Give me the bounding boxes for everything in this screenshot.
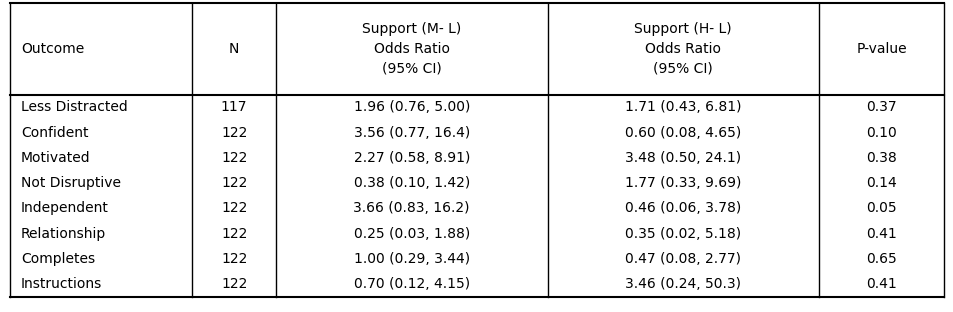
- Text: 1.77 (0.33, 9.69): 1.77 (0.33, 9.69): [624, 176, 740, 190]
- Text: 0.47 (0.08, 2.77): 0.47 (0.08, 2.77): [624, 252, 740, 266]
- Text: 0.70 (0.12, 4.15): 0.70 (0.12, 4.15): [354, 277, 469, 291]
- Text: 117: 117: [221, 100, 247, 115]
- Text: 1.71 (0.43, 6.81): 1.71 (0.43, 6.81): [624, 100, 740, 115]
- Text: 122: 122: [221, 151, 247, 165]
- Text: Support (H- L)
Odds Ratio
(95% CI): Support (H- L) Odds Ratio (95% CI): [634, 22, 731, 76]
- Text: 0.41: 0.41: [865, 277, 896, 291]
- Text: Not Disruptive: Not Disruptive: [21, 176, 121, 190]
- Text: 0.37: 0.37: [865, 100, 896, 115]
- Text: 0.46 (0.06, 3.78): 0.46 (0.06, 3.78): [624, 201, 740, 215]
- Text: 122: 122: [221, 176, 247, 190]
- Text: Motivated: Motivated: [21, 151, 91, 165]
- Text: Instructions: Instructions: [21, 277, 102, 291]
- Text: 3.48 (0.50, 24.1): 3.48 (0.50, 24.1): [624, 151, 740, 165]
- Text: 0.60 (0.08, 4.65): 0.60 (0.08, 4.65): [624, 126, 740, 140]
- Text: Independent: Independent: [21, 201, 109, 215]
- Text: 0.65: 0.65: [865, 252, 896, 266]
- Text: 3.56 (0.77, 16.4): 3.56 (0.77, 16.4): [354, 126, 469, 140]
- Text: 122: 122: [221, 252, 247, 266]
- Text: Relationship: Relationship: [21, 227, 106, 241]
- Text: 122: 122: [221, 227, 247, 241]
- Text: 0.05: 0.05: [865, 201, 896, 215]
- Text: 122: 122: [221, 126, 247, 140]
- Text: Support (M- L)
Odds Ratio
(95% CI): Support (M- L) Odds Ratio (95% CI): [362, 22, 461, 76]
- Text: 1.96 (0.76, 5.00): 1.96 (0.76, 5.00): [354, 100, 470, 115]
- Text: 2.27 (0.58, 8.91): 2.27 (0.58, 8.91): [354, 151, 470, 165]
- Text: 0.38 (0.10, 1.42): 0.38 (0.10, 1.42): [354, 176, 469, 190]
- Text: 0.10: 0.10: [865, 126, 896, 140]
- Text: 0.38: 0.38: [865, 151, 896, 165]
- Text: 3.46 (0.24, 50.3): 3.46 (0.24, 50.3): [624, 277, 740, 291]
- Text: 122: 122: [221, 277, 247, 291]
- Text: N: N: [229, 42, 239, 56]
- Text: Outcome: Outcome: [21, 42, 84, 56]
- Text: Completes: Completes: [21, 252, 94, 266]
- Text: 0.41: 0.41: [865, 227, 896, 241]
- Text: Confident: Confident: [21, 126, 89, 140]
- Text: P-value: P-value: [856, 42, 906, 56]
- Text: 122: 122: [221, 201, 247, 215]
- Text: 0.35 (0.02, 5.18): 0.35 (0.02, 5.18): [624, 227, 740, 241]
- Text: 1.00 (0.29, 3.44): 1.00 (0.29, 3.44): [354, 252, 469, 266]
- Text: 0.25 (0.03, 1.88): 0.25 (0.03, 1.88): [354, 227, 469, 241]
- Text: Less Distracted: Less Distracted: [21, 100, 128, 115]
- Text: 0.14: 0.14: [865, 176, 896, 190]
- Text: 3.66 (0.83, 16.2): 3.66 (0.83, 16.2): [354, 201, 470, 215]
